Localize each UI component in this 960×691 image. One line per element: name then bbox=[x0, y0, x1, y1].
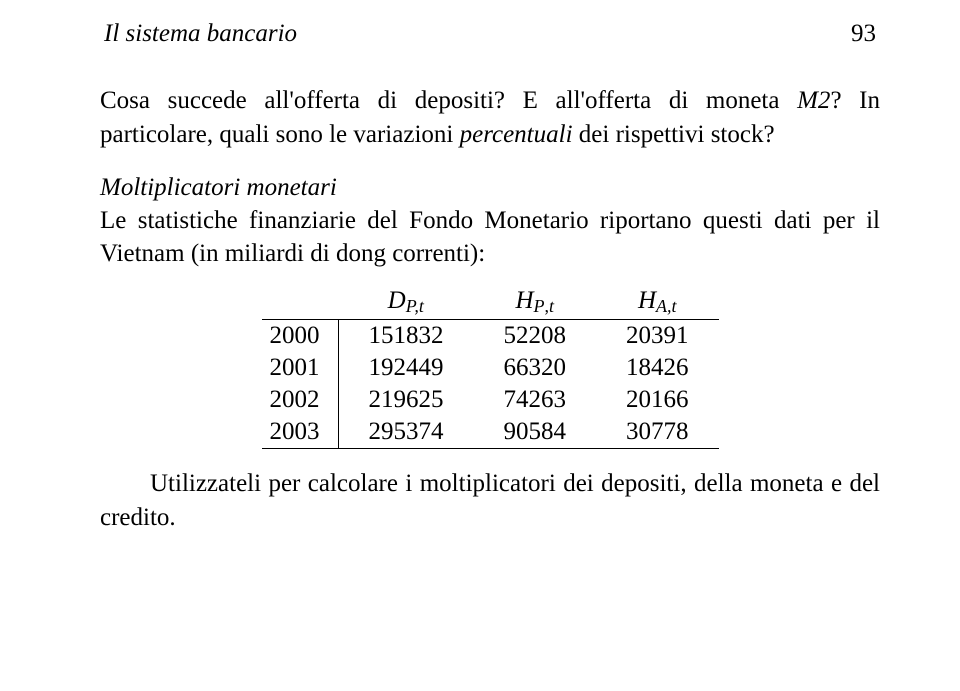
paragraph-2: Le statistiche finanziarie del Fondo Mon… bbox=[100, 204, 880, 272]
cell-year: 2000 bbox=[262, 319, 339, 352]
table-container: DP,t HP,t HA,t 2000 151832 5220 bbox=[100, 285, 880, 449]
cell: 18426 bbox=[596, 352, 719, 384]
table-row: 2002 219625 74263 20166 bbox=[262, 384, 719, 416]
cell: 219625 bbox=[338, 384, 474, 416]
paragraph-1: Cosa succede all'offerta di depositi? E … bbox=[100, 84, 880, 152]
cell: 295374 bbox=[338, 416, 474, 449]
cell: 66320 bbox=[474, 352, 597, 384]
text: dei rispettivi stock? bbox=[573, 121, 775, 148]
cell-year: 2001 bbox=[262, 352, 339, 384]
subheading: Moltiplicatori monetari bbox=[100, 174, 880, 202]
subscript: P bbox=[534, 296, 545, 316]
cell-year: 2002 bbox=[262, 384, 339, 416]
running-head: Il sistema bancario 93 bbox=[100, 20, 880, 48]
subscript: t bbox=[549, 296, 554, 316]
table-header-row: DP,t HP,t HA,t bbox=[262, 285, 719, 319]
sym: D bbox=[388, 287, 406, 314]
page: Il sistema bancario 93 Cosa succede all'… bbox=[0, 0, 960, 691]
cell: 74263 bbox=[474, 384, 597, 416]
cell: 30778 bbox=[596, 416, 719, 449]
cell: 20166 bbox=[596, 384, 719, 416]
page-number: 93 bbox=[851, 20, 876, 48]
m2-symbol: M2 bbox=[797, 87, 830, 114]
percentuali-word: percentuali bbox=[460, 121, 573, 148]
running-title: Il sistema bancario bbox=[104, 20, 297, 48]
table-row: 2003 295374 90584 30778 bbox=[262, 416, 719, 449]
section-multipliers: Moltiplicatori monetari Le statistiche f… bbox=[100, 174, 880, 535]
cell: 20391 bbox=[596, 319, 719, 352]
cell: 90584 bbox=[474, 416, 597, 449]
table-row: 2000 151832 52208 20391 bbox=[262, 319, 719, 352]
table-header-hp: HP,t bbox=[474, 285, 597, 319]
paragraph-3: Utilizzateli per calcolare i moltiplicat… bbox=[100, 467, 880, 535]
subscript: A,t bbox=[656, 296, 677, 316]
cell: 52208 bbox=[474, 319, 597, 352]
cell-year: 2003 bbox=[262, 416, 339, 449]
table-header-ha: HA,t bbox=[596, 285, 719, 319]
sym: H bbox=[515, 287, 533, 314]
table-row: 2001 192449 66320 18426 bbox=[262, 352, 719, 384]
subscript: P,t bbox=[406, 296, 424, 316]
cell: 192449 bbox=[338, 352, 474, 384]
data-table: DP,t HP,t HA,t 2000 151832 5220 bbox=[262, 285, 719, 449]
table-header-dp: DP,t bbox=[338, 285, 474, 319]
cell: 151832 bbox=[338, 319, 474, 352]
table-header-empty bbox=[262, 285, 339, 319]
text: Cosa succede all'offerta di depositi? E … bbox=[100, 87, 797, 114]
sym: H bbox=[638, 287, 656, 314]
